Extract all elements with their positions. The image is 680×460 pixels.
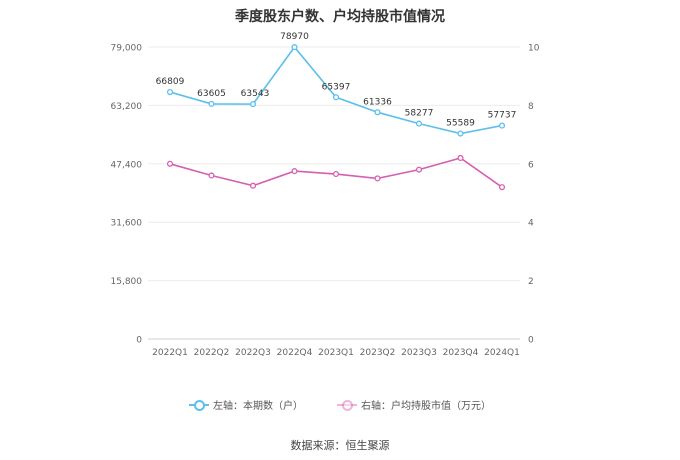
- data-point: [166, 89, 174, 96]
- data-point: [498, 184, 506, 191]
- right-tick-label: 10: [528, 44, 540, 54]
- legend-item-right-series[interactable]: 右轴：户均持股市值（万元）: [337, 397, 491, 412]
- data-point: [291, 168, 298, 175]
- series-layer: [166, 44, 506, 191]
- left-axis-ticks: 0 15,800 31,600 47,400 63,200 79,000: [111, 44, 143, 346]
- chart-title: 季度股东户数、户均持股市值情况: [235, 9, 445, 25]
- x-tick-label: 2023Q1: [318, 348, 354, 358]
- right-tick-label: 2: [528, 277, 534, 287]
- legend-label-right-series: 右轴：户均持股市值（万元）: [361, 401, 491, 412]
- x-tick-label: 2024Q1: [484, 348, 520, 358]
- data-label: 58277: [405, 109, 434, 119]
- data-point: [332, 170, 340, 178]
- right-tick-label: 4: [528, 219, 534, 229]
- data-point: [415, 120, 423, 127]
- data-point: [457, 154, 464, 162]
- data-point: [332, 94, 340, 101]
- data-label: 65397: [322, 82, 351, 92]
- legend: 左轴：本期数（户） 右轴：户均持股市值（万元）: [0, 397, 680, 412]
- left-tick-label: 0: [136, 336, 142, 346]
- data-label: 61336: [363, 97, 392, 107]
- data-point: [374, 175, 381, 182]
- left-tick-label: 31,600: [111, 219, 143, 229]
- x-tick-label: 2022Q4: [277, 348, 313, 358]
- grid-layer: [148, 46, 520, 340]
- data-point: [415, 166, 423, 173]
- legend-swatch-left-icon: [189, 399, 209, 411]
- legend-swatch-right-icon: [337, 399, 357, 411]
- x-tick-label: 2022Q1: [152, 348, 188, 358]
- right-tick-label: 0: [528, 336, 534, 346]
- legend-item-left-series[interactable]: 左轴：本期数（户）: [189, 397, 303, 412]
- right-tick-label: 8: [528, 102, 534, 112]
- data-point: [457, 130, 464, 137]
- data-label: 63605: [197, 89, 226, 99]
- x-tick-label: 2022Q2: [194, 348, 230, 358]
- data-source: 数据来源：恒生聚源: [290, 439, 390, 452]
- legend-label-left-series: 左轴：本期数（户）: [213, 401, 303, 412]
- left-tick-label: 79,000: [111, 44, 143, 54]
- x-tick-label: 2023Q3: [401, 348, 437, 358]
- data-point: [208, 100, 215, 107]
- data-label: 57737: [488, 111, 517, 121]
- left-tick-label: 47,400: [111, 160, 143, 170]
- x-tick-label: 2023Q2: [360, 348, 396, 358]
- data-point: [166, 160, 174, 167]
- data-point: [498, 122, 506, 129]
- data-label: 78970: [280, 32, 309, 42]
- data-label: 63543: [241, 89, 270, 99]
- data-label-layer: 66809 63605 63543 78970 65397 61336 58277 55589…: [156, 32, 517, 128]
- left-tick-label: 63,200: [111, 102, 143, 112]
- x-tick-label: 2022Q3: [235, 348, 271, 358]
- x-axis-ticks: 2022Q1 2022Q2 2022Q3 2022Q4 2023Q1 2023Q2 2023…: [152, 348, 520, 358]
- right-tick-label: 6: [528, 160, 534, 170]
- x-tick-label: 2023Q4: [443, 348, 479, 358]
- left-tick-label: 15,800: [111, 277, 143, 287]
- data-point: [374, 109, 381, 116]
- data-label: 55589: [446, 119, 475, 129]
- data-point: [249, 101, 257, 108]
- data-point: [208, 172, 215, 179]
- data-label: 66809: [156, 77, 185, 87]
- right-axis-ticks: 0 2 4 6 8 10: [528, 44, 540, 346]
- data-point: [291, 44, 298, 51]
- data-point: [249, 182, 257, 189]
